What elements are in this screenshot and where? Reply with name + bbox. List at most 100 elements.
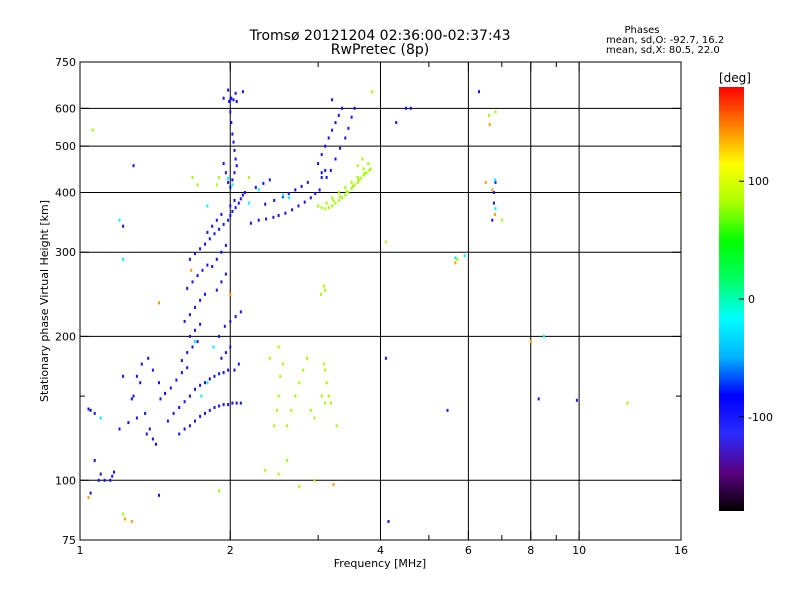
data-point xyxy=(484,180,487,184)
data-point xyxy=(166,419,169,423)
chart-subtitle: RwPretec (8p) xyxy=(331,42,429,58)
data-point xyxy=(286,424,289,428)
data-point xyxy=(147,356,150,360)
y-tick-label: 100 xyxy=(55,474,76,487)
data-point xyxy=(279,374,282,378)
colorbar-tick-label: 100 xyxy=(748,175,769,188)
data-point xyxy=(232,98,235,102)
data-point xyxy=(268,356,271,360)
data-point xyxy=(89,491,92,495)
data-point xyxy=(334,201,337,205)
data-point xyxy=(384,356,387,360)
data-point xyxy=(135,374,138,378)
data-point xyxy=(368,168,371,172)
data-point xyxy=(194,387,196,391)
data-point xyxy=(180,371,183,375)
data-point xyxy=(191,176,194,179)
data-point xyxy=(491,188,494,192)
data-point xyxy=(331,128,334,132)
data-point xyxy=(213,232,216,236)
data-point xyxy=(227,180,230,184)
data-point xyxy=(320,394,323,398)
data-point xyxy=(298,381,301,385)
data-point xyxy=(478,90,480,94)
data-point xyxy=(363,172,366,176)
data-point xyxy=(239,401,242,405)
data-point xyxy=(337,113,340,117)
data-point xyxy=(322,284,325,288)
data-point xyxy=(350,186,353,190)
data-point xyxy=(188,424,191,428)
x-tick-label: 6 xyxy=(465,544,472,557)
y-tick-label: 400 xyxy=(55,186,76,199)
data-point xyxy=(229,214,232,217)
data-point xyxy=(212,345,215,349)
data-point xyxy=(320,153,323,157)
data-point xyxy=(229,98,232,102)
data-point xyxy=(335,424,338,428)
data-point xyxy=(234,315,237,319)
data-point xyxy=(191,345,194,349)
data-point xyxy=(231,178,234,182)
data-point xyxy=(159,397,162,401)
data-point xyxy=(113,470,115,474)
data-point xyxy=(233,368,236,372)
data-point xyxy=(463,254,466,258)
data-point xyxy=(264,468,267,472)
data-point xyxy=(223,324,226,328)
data-point xyxy=(130,520,133,523)
data-point xyxy=(89,408,92,412)
data-point xyxy=(186,351,189,355)
data-point xyxy=(339,146,342,150)
data-point xyxy=(281,195,284,199)
data-point xyxy=(169,386,172,390)
data-point xyxy=(218,372,221,376)
data-point xyxy=(224,351,227,355)
data-point xyxy=(229,345,232,349)
data-point xyxy=(123,517,126,521)
data-point xyxy=(194,419,196,423)
data-point xyxy=(331,204,334,208)
data-point xyxy=(324,144,327,148)
data-point xyxy=(287,192,290,195)
data-point xyxy=(332,198,335,202)
data-point xyxy=(257,218,260,222)
data-point xyxy=(291,208,294,212)
data-point xyxy=(320,171,323,175)
data-point xyxy=(257,188,260,192)
data-point xyxy=(103,478,106,482)
data-point xyxy=(235,164,238,168)
data-point xyxy=(233,198,236,202)
data-point xyxy=(227,88,230,92)
data-point xyxy=(194,252,196,256)
data-point xyxy=(344,185,347,189)
data-point xyxy=(208,237,211,241)
data-point xyxy=(208,408,211,412)
data-point xyxy=(239,197,242,201)
x-tick-label: 4 xyxy=(377,544,384,557)
data-point xyxy=(247,176,250,179)
data-point xyxy=(139,381,142,385)
data-point xyxy=(356,164,359,168)
data-point xyxy=(329,168,332,172)
data-point xyxy=(254,185,257,189)
data-point xyxy=(234,206,237,210)
data-point xyxy=(492,201,495,205)
data-point xyxy=(324,168,327,172)
x-tick-label: 1 xyxy=(77,544,84,557)
x-tick-label: 8 xyxy=(527,544,534,557)
data-point xyxy=(140,362,143,366)
data-point xyxy=(220,356,223,360)
data-point xyxy=(199,322,202,326)
data-point xyxy=(306,180,309,184)
data-point xyxy=(204,411,206,415)
data-point xyxy=(542,334,545,338)
data-point xyxy=(491,218,494,222)
data-point xyxy=(87,496,90,500)
data-point xyxy=(220,280,223,284)
data-point xyxy=(290,408,293,412)
data-point xyxy=(227,368,230,372)
data-point xyxy=(294,188,297,192)
data-point xyxy=(362,173,365,177)
data-point xyxy=(218,176,221,179)
